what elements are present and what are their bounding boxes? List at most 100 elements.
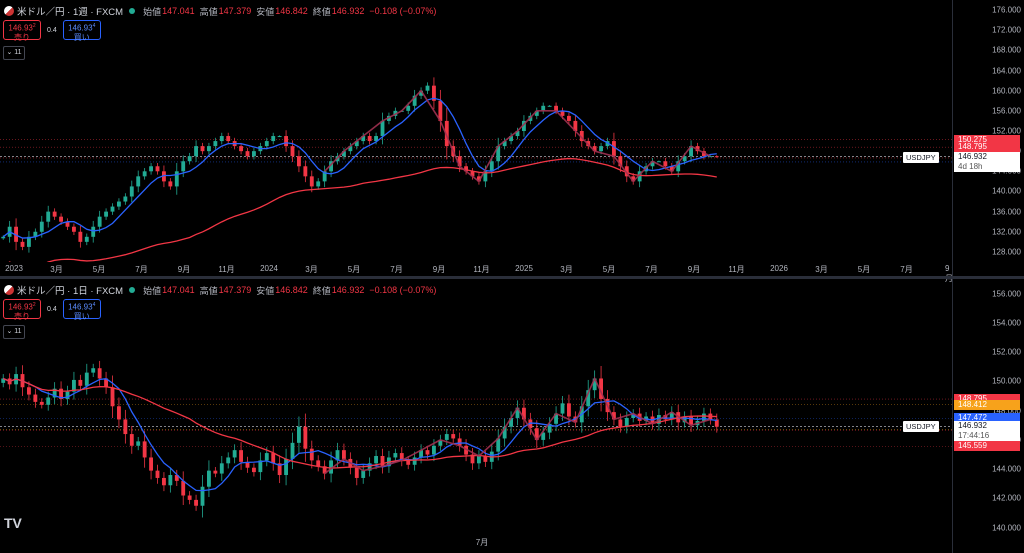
high-label: 高値 — [199, 6, 218, 17]
candle-body — [1, 378, 6, 383]
candle-body — [277, 463, 282, 476]
candle-body — [560, 403, 565, 414]
open-label: 始値 — [143, 285, 162, 296]
candle-body — [361, 470, 366, 478]
price-tick-label: 154.000 — [992, 318, 1021, 328]
daily-price-scale[interactable]: 156.000154.000152.000150.000148.000146.0… — [952, 279, 1024, 553]
time-tick-label: 5月 — [602, 265, 616, 274]
trade-buttons: 146.932 売り 0.4 146.934 買い — [3, 20, 101, 42]
candle-body — [374, 136, 378, 142]
candle-body — [78, 379, 83, 386]
candle-body — [200, 146, 205, 152]
candle-body — [258, 460, 263, 473]
close-label: 終値 — [312, 285, 331, 296]
sell-price-sup: 2 — [32, 302, 36, 308]
candle-body — [612, 412, 616, 420]
candle-body — [515, 131, 520, 137]
candle-body — [560, 110, 565, 116]
time-tick-label: 3月 — [560, 265, 573, 274]
sell-label: 売り — [14, 32, 30, 42]
weekly-legend: 米ドル／円 · 1週 · FXCM 始値 147.041 高値 147.379 安値… — [4, 4, 441, 18]
indicators-toggle-button[interactable]: ⌄ 11 — [3, 46, 25, 60]
candle-body — [187, 156, 192, 162]
candle-body — [72, 226, 76, 232]
candle-body — [682, 156, 687, 162]
pane-divider[interactable] — [0, 276, 1024, 279]
time-tick-label: 7月 — [645, 265, 658, 274]
candle-body — [226, 136, 231, 142]
time-tick-label: 5月 — [92, 265, 106, 274]
time-tick-label: 9月 — [177, 265, 191, 274]
symbol-title[interactable]: 米ドル／円 · 1週 · FXCM — [17, 7, 124, 18]
current-price-tag: 146.932 17:44:16 — [954, 421, 1020, 442]
sell-button[interactable]: 146.932 売り — [3, 20, 41, 42]
candle-body — [496, 146, 501, 162]
change-value: −0.108 (−0.07%) — [369, 285, 437, 295]
candle-body — [46, 211, 51, 222]
buy-button[interactable]: 146.934 買い — [62, 299, 101, 321]
candle-body — [181, 161, 186, 172]
candle-body — [78, 231, 83, 242]
indicators-toggle-button[interactable]: ⌄ 11 — [3, 325, 25, 339]
candle-body — [554, 413, 558, 424]
symbol-title[interactable]: 米ドル／円 · 1日 · FXCM — [17, 286, 124, 297]
buy-label: 買い — [73, 311, 90, 321]
high-value: 147.379 — [218, 6, 252, 16]
candle-body — [367, 136, 372, 142]
candle-body — [483, 171, 488, 182]
candle-body — [702, 413, 706, 421]
daily-chart-pane[interactable]: 米ドル／円 · 1日 · FXCM 始値 147.041 高値 147.379 安値… — [0, 279, 1024, 553]
price-tag: 145.559 — [954, 441, 1020, 452]
price-tick-label: 132.000 — [992, 227, 1021, 237]
time-tick-label: 3月 — [305, 265, 318, 274]
candle-body — [91, 368, 96, 373]
daily-chart-plot[interactable] — [0, 279, 952, 535]
price-tick-label: 160.000 — [992, 86, 1021, 96]
candle-body — [399, 453, 404, 461]
candle-body — [303, 166, 308, 177]
candle-body — [239, 146, 243, 152]
weekly-price-scale[interactable]: 176.000 172.000 168.000 164.000 160.000 156.0… — [952, 0, 1024, 276]
candle-body — [425, 85, 430, 91]
candle-body — [72, 379, 76, 392]
sell-price: 146.93 — [8, 302, 33, 312]
candle-body — [155, 166, 160, 172]
weekly-chart-plot[interactable] — [0, 0, 952, 262]
time-tick-label: 9月 — [432, 265, 446, 274]
buy-price-sup: 4 — [92, 23, 96, 29]
time-tick-label: 3月 — [50, 265, 63, 274]
open-label: 始値 — [143, 6, 162, 17]
candle-body — [650, 161, 655, 167]
candle-body — [515, 407, 520, 418]
weekly-chart-pane[interactable]: 米ドル／円 · 1週 · FXCM 始値 147.041 高値 147.379 安値… — [0, 0, 1024, 283]
indicator-count: 11 — [14, 49, 22, 56]
candle-body — [599, 378, 603, 399]
candle-body — [477, 176, 481, 182]
close-value: 146.932 — [331, 285, 365, 295]
candle-body — [464, 166, 468, 172]
candle-body — [432, 85, 436, 101]
candle-body — [438, 439, 443, 446]
candle-body — [309, 176, 314, 187]
candle-body — [1, 236, 6, 239]
usdjpy-flag-icon — [4, 6, 14, 16]
candle-body — [432, 445, 436, 455]
candle-body — [316, 460, 321, 467]
weekly-time-scale[interactable]: 2023 3月 5月 7月 9月 11月 2024 3月 5月 7月 9月 11月 2025 3月 5月 7月… — [0, 262, 953, 283]
candle-body — [65, 221, 70, 227]
candle-body — [380, 456, 385, 467]
daily-time-scale[interactable]: 7月 — [0, 535, 952, 549]
candle-body — [631, 176, 636, 182]
price-tick-label: 156.000 — [992, 289, 1021, 299]
candle-body — [290, 146, 295, 157]
candle-body — [457, 156, 462, 167]
candle-body — [142, 171, 147, 177]
candle-body — [502, 426, 507, 439]
sell-button[interactable]: 146.932 売り — [3, 299, 41, 321]
buy-button[interactable]: 146.934 買い — [62, 20, 101, 42]
candle-body — [162, 477, 166, 486]
candle-body — [162, 171, 166, 182]
price-tag: 148.795 — [954, 394, 1020, 405]
candle-body — [239, 450, 243, 462]
tradingview-logo[interactable]: TV — [4, 515, 22, 531]
